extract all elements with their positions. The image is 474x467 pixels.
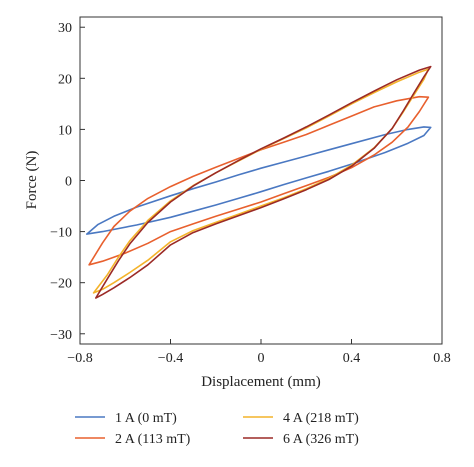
legend: 1 A (0 mT) 2 A (113 mT) 4 A (218 mT) 6 A (3…: [75, 411, 359, 447]
series-line-4: [95, 65, 432, 299]
legend-label-1: 1 A (0 mT): [115, 411, 177, 426]
y-tick-label: 20: [58, 72, 72, 87]
y-tick-label: −10: [50, 226, 72, 241]
series-line-1: [86, 126, 432, 235]
legend-label-4: 6 A (326 mT): [283, 432, 359, 447]
legend-label-2: 2 A (113 mT): [115, 432, 191, 447]
x-tick-label: 0.8: [433, 351, 451, 366]
x-axis-title: Displacement (mm): [201, 374, 321, 390]
legend-label-3: 4 A (218 mT): [283, 411, 359, 426]
x-tick-label: 0.4: [343, 351, 361, 366]
plot-frame: [79, 16, 443, 345]
curves-group: [86, 65, 432, 299]
y-tick-label: 0: [65, 175, 72, 190]
x-tick-label: −0.8: [67, 351, 92, 366]
y-axis-title: Force (N): [24, 151, 40, 210]
x-tick-label: −0.4: [158, 351, 183, 366]
y-tick-label: −30: [50, 328, 72, 343]
tick-group: −0.8 −0.4 0 0.4 0.8 −30 −20 −10 0 10 20 30: [50, 21, 451, 366]
y-tick-label: −20: [50, 277, 72, 292]
y-tick-label: 10: [58, 123, 72, 138]
x-tick-label: 0: [258, 351, 265, 366]
y-tick-label: 30: [58, 21, 72, 36]
series-line-3: [92, 68, 430, 294]
series-line-2: [88, 95, 430, 266]
